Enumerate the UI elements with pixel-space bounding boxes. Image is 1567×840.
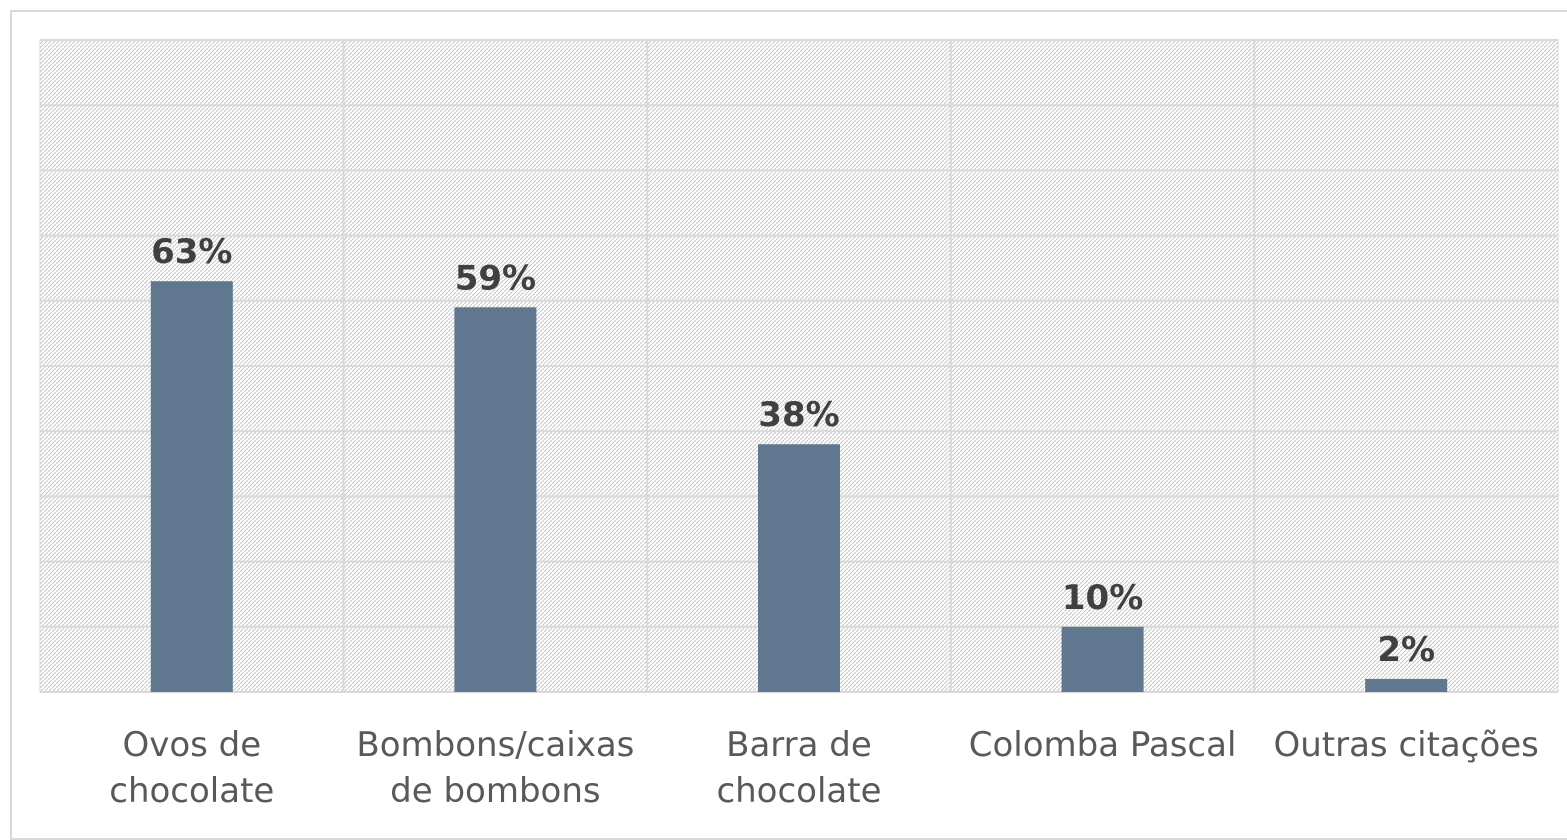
x-tick-label: Outras citações [1273,725,1539,765]
chart: 63% 59% 38% 10% 2% [39,39,1559,693]
bar [1061,626,1144,692]
x-tick-label: Ovos de chocolate [109,725,275,811]
bar [454,307,537,692]
x-tick-label: Barra de chocolate [716,725,882,811]
value-label: 59% [455,258,536,298]
value-label: 38% [758,395,839,435]
value-label: 2% [1377,630,1435,670]
bar [758,444,840,692]
x-tick-label: Colomba Pascal [968,725,1237,765]
value-label: 63% [151,232,232,272]
bar [150,281,233,692]
page: 63%59%38%10%2% (() => { const data = JSO… [10,10,1567,840]
x-tick-label: Bombons/caixas de bombons [356,725,635,811]
bar [1365,678,1448,692]
value-label: 10% [1062,578,1143,618]
